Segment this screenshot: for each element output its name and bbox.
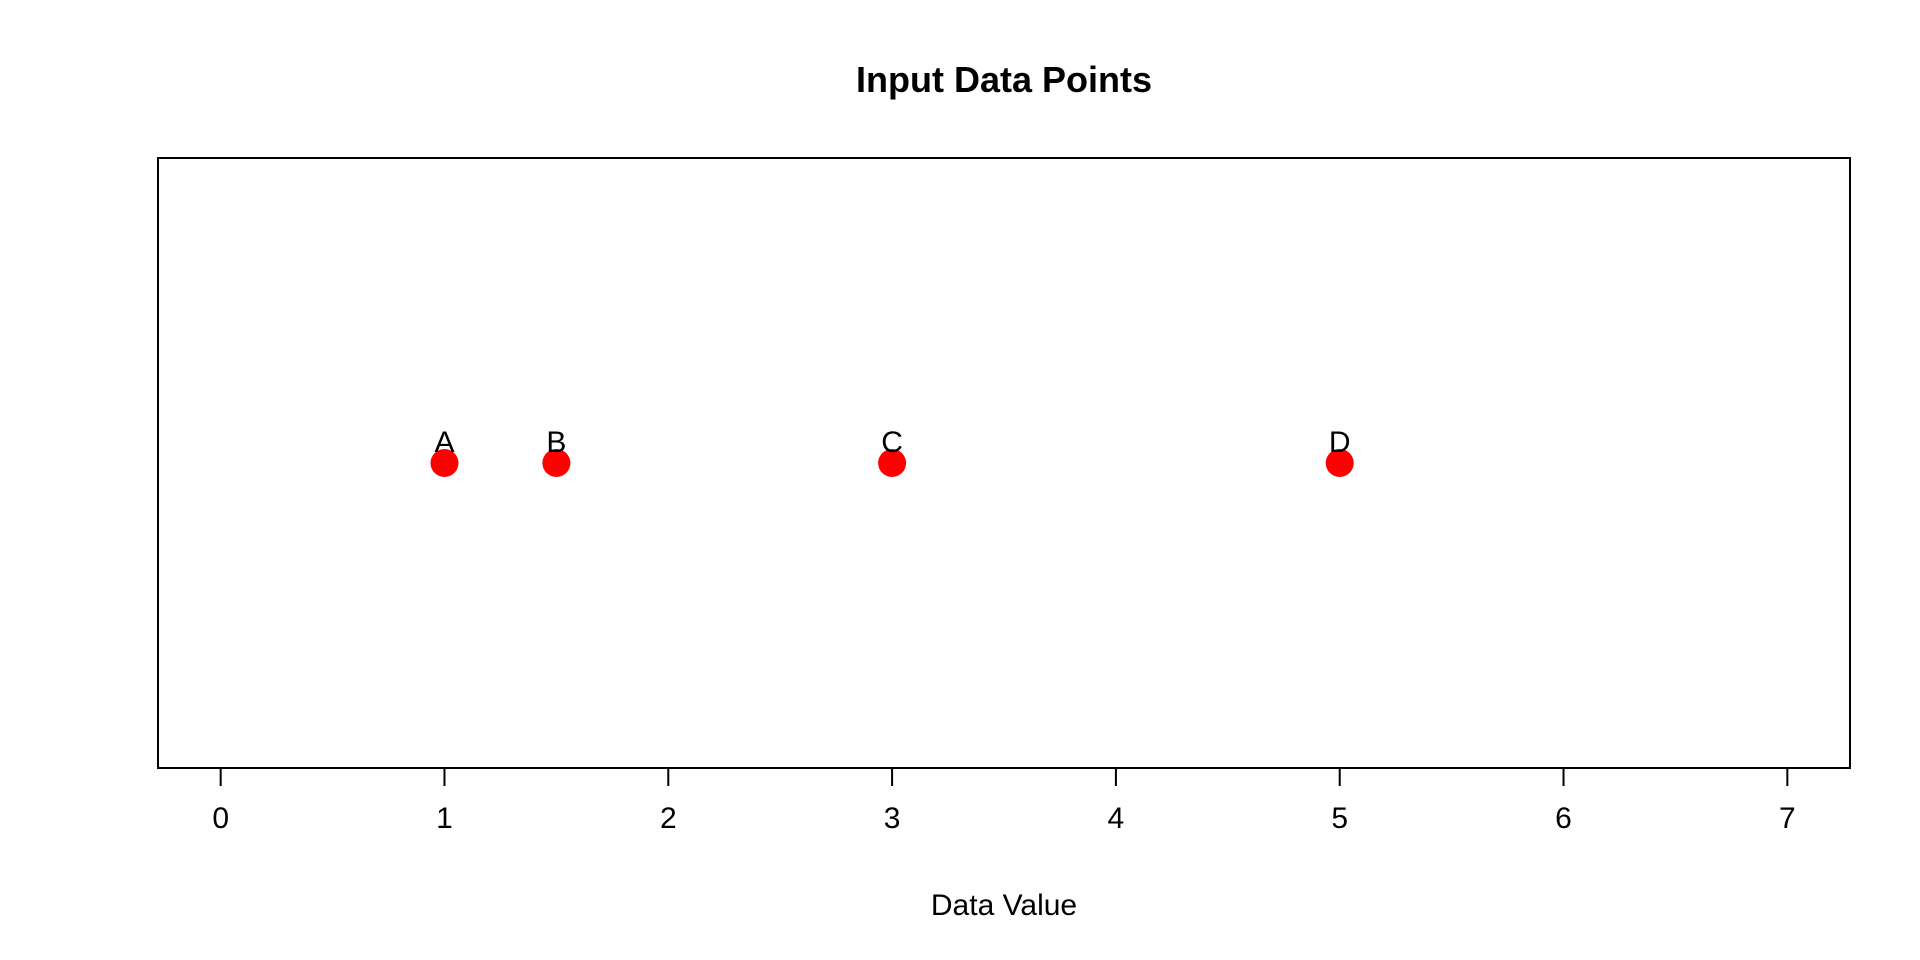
x-axis: 0 1 2 3 4 5 6 7 [212, 767, 1796, 835]
x-tick-label: 5 [1331, 802, 1348, 835]
point-label-d: D [1329, 426, 1351, 459]
data-points: A B C D [430, 426, 1354, 477]
plot-area-frame [157, 157, 1851, 769]
data-point-a [430, 449, 459, 477]
x-tick-label: 2 [660, 802, 677, 835]
point-label-b: B [546, 426, 566, 459]
x-tick-label: 4 [1108, 802, 1125, 835]
data-point-c [878, 449, 907, 477]
x-axis-label: Data Value [931, 889, 1077, 922]
x-tick-label: 7 [1779, 802, 1796, 835]
data-point-d [1325, 449, 1354, 477]
point-label-a: A [434, 426, 454, 459]
data-point-b [542, 449, 571, 477]
x-tick-label: 0 [212, 802, 229, 835]
chart-title: Input Data Points [856, 59, 1152, 100]
point-label-c: C [881, 426, 903, 459]
x-tick-label: 6 [1555, 802, 1572, 835]
x-tick-label: 1 [436, 802, 453, 835]
x-tick-label: 3 [884, 802, 901, 835]
